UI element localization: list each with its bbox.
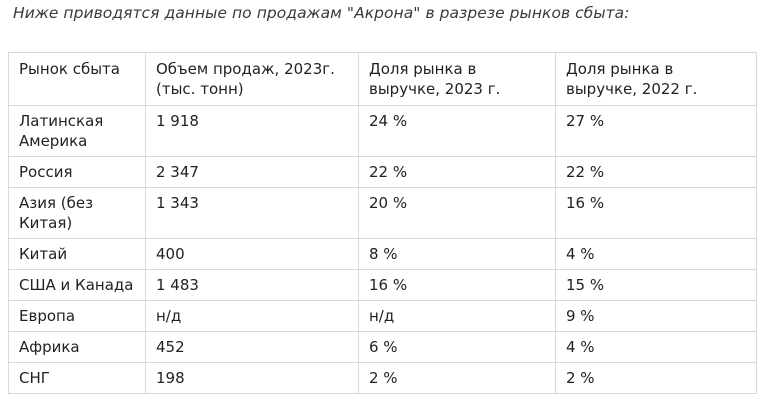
market-cell: СНГ: [8, 362, 146, 394]
share-2022-cell: 2 %: [555, 362, 757, 394]
share-2023-cell: 20 %: [358, 187, 556, 239]
market-cell: Россия: [8, 156, 146, 188]
sales-volume-cell: 400: [145, 238, 359, 270]
table-row: Азия (без Китая) 1 343 20 % 16 %: [8, 187, 757, 239]
table-header: Рынок сбыта Объем продаж, 2023г. (тыс. т…: [8, 52, 757, 106]
table-row: Латинская Америка 1 918 24 % 27 %: [8, 105, 757, 157]
table-row: Африка 452 6 % 4 %: [8, 331, 757, 363]
share-2022-cell: 4 %: [555, 238, 757, 270]
table-row: Китай 400 8 % 4 %: [8, 238, 757, 270]
table-row: Россия 2 347 22 % 22 %: [8, 156, 757, 188]
share-2023-cell: 22 %: [358, 156, 556, 188]
header-market: Рынок сбыта: [8, 52, 146, 106]
market-cell: США и Канада: [8, 269, 146, 301]
sales-volume-cell: н/д: [145, 300, 359, 332]
share-2023-cell: 6 %: [358, 331, 556, 363]
header-revenue-share-2022: Доля рынка в выручке, 2022 г.: [555, 52, 757, 106]
share-2022-cell: 22 %: [555, 156, 757, 188]
share-2022-cell: 15 %: [555, 269, 757, 301]
share-2023-cell: 16 %: [358, 269, 556, 301]
table-row: США и Канада 1 483 16 % 15 %: [8, 269, 757, 301]
market-cell: Азия (без Китая): [8, 187, 146, 239]
share-2022-cell: 16 %: [555, 187, 757, 239]
table-header-row: Рынок сбыта Объем продаж, 2023г. (тыс. т…: [8, 52, 757, 106]
sales-volume-cell: 1 343: [145, 187, 359, 239]
share-2023-cell: н/д: [358, 300, 556, 332]
market-cell: Африка: [8, 331, 146, 363]
sales-volume-cell: 452: [145, 331, 359, 363]
share-2022-cell: 9 %: [555, 300, 757, 332]
market-cell: Китай: [8, 238, 146, 270]
table-row: Европа н/д н/д 9 %: [8, 300, 757, 332]
sales-volume-cell: 1 918: [145, 105, 359, 157]
share-2022-cell: 4 %: [555, 331, 757, 363]
table-row: СНГ 198 2 % 2 %: [8, 362, 757, 394]
sales-volume-cell: 2 347: [145, 156, 359, 188]
share-2023-cell: 2 %: [358, 362, 556, 394]
sales-volume-cell: 1 483: [145, 269, 359, 301]
header-sales-volume-2023: Объем продаж, 2023г. (тыс. тонн): [145, 52, 359, 106]
share-2023-cell: 8 %: [358, 238, 556, 270]
market-cell: Европа: [8, 300, 146, 332]
sales-by-market-table: Рынок сбыта Объем продаж, 2023г. (тыс. т…: [8, 52, 757, 394]
header-revenue-share-2023: Доля рынка в выручке, 2023 г.: [358, 52, 556, 106]
market-cell: Латинская Америка: [8, 105, 146, 157]
share-2023-cell: 24 %: [358, 105, 556, 157]
intro-text: Ниже приводятся данные по продажам "Акро…: [13, 4, 630, 22]
table-body: Латинская Америка 1 918 24 % 27 % Россия…: [8, 105, 757, 394]
share-2022-cell: 27 %: [555, 105, 757, 157]
sales-volume-cell: 198: [145, 362, 359, 394]
